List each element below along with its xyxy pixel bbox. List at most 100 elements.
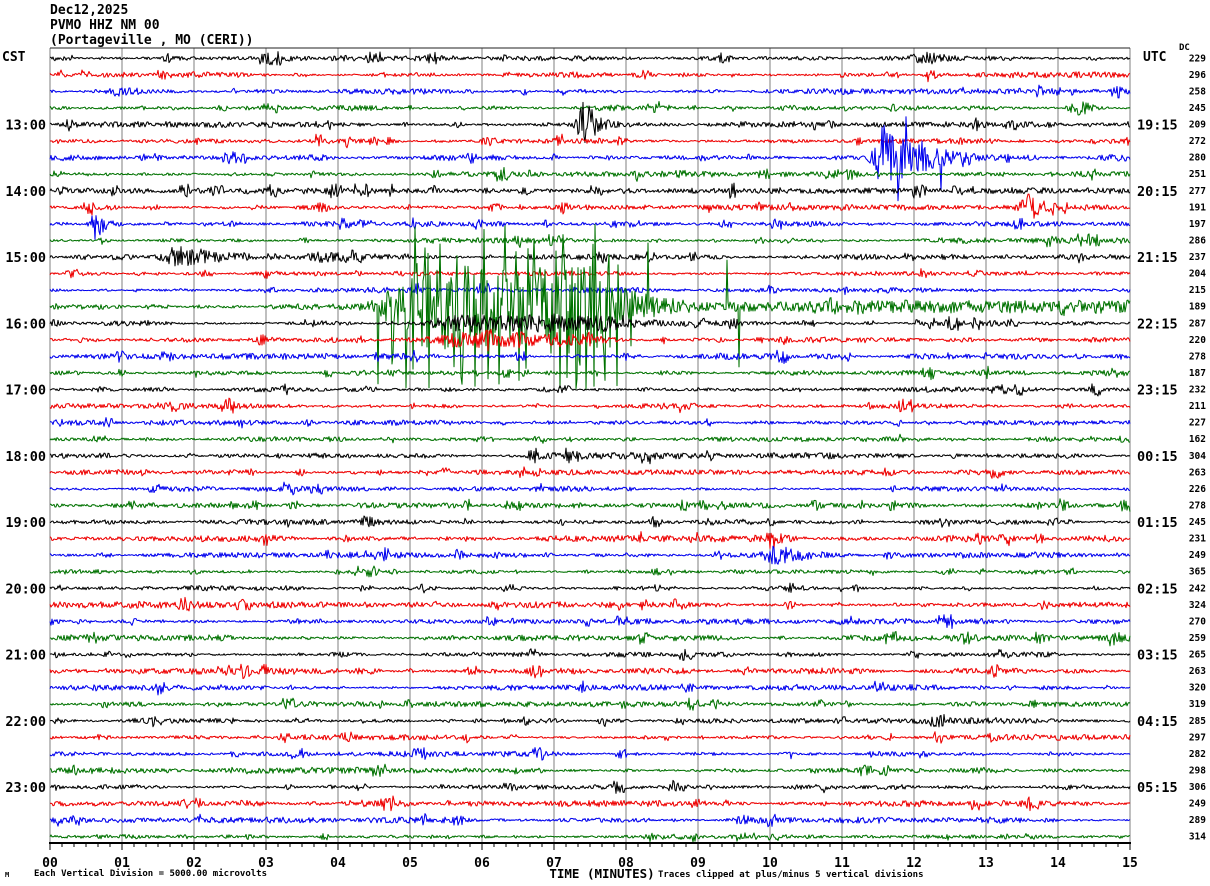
dc-value: 277	[1189, 186, 1206, 197]
dc-value: 287	[1189, 318, 1206, 329]
vertical-division-note: Each Vertical Division = 5000.00 microvo…	[34, 869, 267, 879]
dc-value: 319	[1189, 699, 1206, 710]
station-title: PVMO HHZ NM 00	[50, 18, 160, 33]
cst-hour-label: 21:00	[5, 648, 46, 664]
utc-hour-label: 05:15	[1137, 780, 1178, 796]
x-tick-label: 06	[474, 856, 490, 871]
dc-value: 278	[1189, 351, 1206, 362]
trace-row-23	[49, 433, 1131, 444]
trace-row-18	[49, 349, 1131, 365]
x-tick-label: 02	[186, 856, 202, 871]
trace-row-34	[49, 614, 1131, 630]
trace-row-44	[49, 779, 1131, 794]
dc-value: 227	[1189, 418, 1206, 429]
x-axis-title: TIME (MINUTES)	[549, 866, 655, 881]
dc-value: 270	[1189, 616, 1206, 627]
dc-value: 297	[1189, 732, 1206, 743]
dc-value: 211	[1189, 401, 1206, 412]
dc-value: 272	[1189, 136, 1206, 147]
utc-hour-label: 20:15	[1137, 184, 1178, 200]
row-labels: 229 296 258 245 13:00 19:15 209 272 280 251 14:00 2…	[5, 53, 1206, 842]
x-tick-label: 11	[834, 856, 850, 871]
trace-row-20	[49, 383, 1131, 397]
dc-value: 304	[1189, 451, 1206, 462]
trace-row-38	[49, 680, 1131, 696]
trace-row-0	[49, 51, 1131, 66]
trace-row-4	[49, 101, 1131, 144]
dc-value: 314	[1189, 832, 1206, 843]
dc-value: 324	[1189, 600, 1206, 611]
cst-hour-label: 23:00	[5, 780, 46, 796]
trace-row-43	[49, 763, 1131, 777]
x-tick-label: 12	[906, 856, 922, 871]
x-tick-label: 10	[762, 856, 778, 871]
right-timezone-label: UTC	[1143, 50, 1167, 65]
dc-value: 251	[1189, 169, 1206, 180]
dc-value: 278	[1189, 500, 1206, 511]
dc-value: 280	[1189, 153, 1206, 164]
trace-rows	[49, 51, 1131, 843]
trace-row-45	[49, 795, 1131, 812]
x-tick-label: 13	[978, 856, 994, 871]
x-tick-label: 15	[1122, 856, 1138, 871]
cst-hour-label: 22:00	[5, 714, 46, 730]
cst-hour-label: 20:00	[5, 581, 46, 597]
dc-value: 289	[1189, 815, 1206, 826]
trace-row-6	[49, 116, 1131, 202]
dc-offset-header: DC	[1179, 43, 1190, 53]
dc-value: 162	[1189, 434, 1206, 445]
utc-hour-label: 02:15	[1137, 581, 1178, 597]
dc-value: 220	[1189, 335, 1206, 346]
trace-row-10	[49, 215, 1131, 240]
utc-hour-label: 19:15	[1137, 118, 1178, 134]
dc-value: 259	[1189, 633, 1206, 644]
utc-hour-label: 22:15	[1137, 316, 1178, 332]
utc-hour-label: 04:15	[1137, 714, 1178, 730]
trace-row-25	[49, 466, 1131, 479]
dc-value: 265	[1189, 650, 1206, 661]
dc-value: 285	[1189, 716, 1206, 727]
trace-row-33	[49, 596, 1131, 612]
trace-row-39	[49, 697, 1131, 711]
trace-row-30	[49, 545, 1131, 565]
trace-row-11	[49, 233, 1131, 249]
x-tick-label: 09	[690, 856, 706, 871]
cst-hour-label: 16:00	[5, 316, 46, 332]
trace-row-40	[49, 713, 1131, 728]
dc-value: 365	[1189, 567, 1206, 578]
dc-value: 306	[1189, 782, 1206, 793]
dc-value: 229	[1189, 53, 1206, 64]
trace-row-29	[49, 531, 1131, 549]
left-timezone-label: CST	[2, 50, 26, 65]
date-title: Dec12,2025	[50, 3, 129, 18]
x-axis-labels: 00 01 02 03 04 05 06 07 08 09 10 11 12 13 14 15	[42, 856, 1138, 871]
trace-row-1	[49, 69, 1131, 83]
dc-value: 263	[1189, 666, 1206, 677]
trace-row-32	[49, 582, 1131, 594]
utc-hour-label: 01:15	[1137, 515, 1178, 531]
trace-row-36	[49, 648, 1131, 661]
trace-row-46	[49, 813, 1131, 828]
trace-row-28	[49, 515, 1131, 528]
trace-row-21	[49, 397, 1131, 414]
clip-note: Traces clipped at plus/minus 5 vertical …	[658, 870, 924, 880]
x-tick-label: 00	[42, 856, 58, 871]
x-tick-label: 07	[546, 856, 562, 871]
x-tick-label: 14	[1050, 856, 1066, 871]
cst-hour-label: 14:00	[5, 184, 46, 200]
dc-value: 209	[1189, 120, 1206, 131]
utc-hour-label: 03:15	[1137, 648, 1178, 664]
cst-hour-label: 18:00	[5, 449, 46, 465]
cst-hour-label: 13:00	[5, 118, 46, 134]
dc-value: 187	[1189, 368, 1206, 379]
trace-row-16	[49, 313, 1131, 333]
dc-value: 231	[1189, 534, 1206, 545]
cst-hour-label: 19:00	[5, 515, 46, 531]
dc-value: 245	[1189, 517, 1206, 528]
utc-hour-label: 23:15	[1137, 383, 1178, 399]
dc-value: 215	[1189, 285, 1206, 296]
utc-hour-label: 00:15	[1137, 449, 1178, 465]
trace-row-9	[49, 193, 1131, 219]
x-tick-label: 08	[618, 856, 634, 871]
trace-row-41	[49, 731, 1131, 744]
